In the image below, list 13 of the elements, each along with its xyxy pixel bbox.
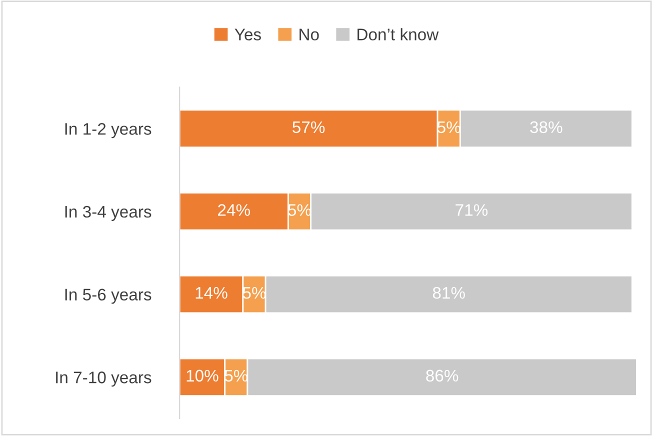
data-label: 5% <box>242 287 266 299</box>
y-tick-label: In 5-6 years <box>65 288 152 304</box>
data-label: 5% <box>437 121 460 134</box>
y-tick-label: In 3-4 years <box>65 206 152 221</box>
data-label: 57% <box>292 121 325 134</box>
data-label: 14% <box>196 287 228 299</box>
legend-label: No <box>300 28 319 40</box>
legend-label: Yes <box>234 28 261 40</box>
legend-label: Don’t know <box>358 28 439 40</box>
y-tick-label: In 7-10 years <box>56 372 152 387</box>
data-label: 24% <box>218 204 250 216</box>
data-label: 10% <box>186 370 218 382</box>
y-tick-label: In 1-2 years <box>65 123 152 138</box>
